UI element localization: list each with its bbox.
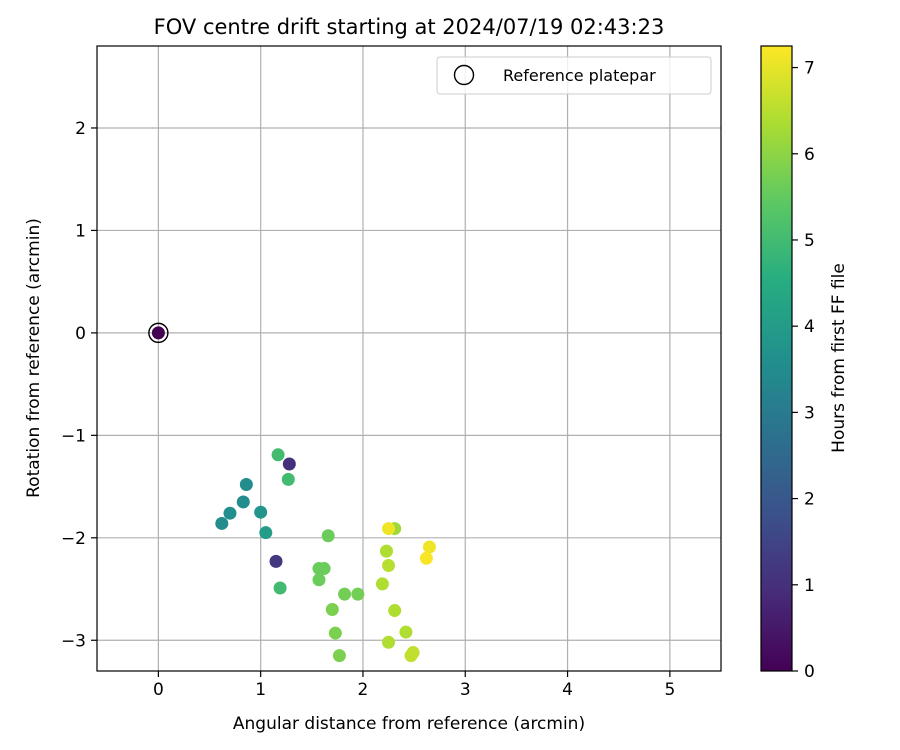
x-tick-label: 2 xyxy=(358,680,369,700)
data-point xyxy=(382,635,396,649)
data-point xyxy=(273,581,287,595)
data-point xyxy=(239,478,253,492)
axis-ticks: 0 1 2 3 4 5 −3 −2 −1 0 1 2 xyxy=(61,119,675,700)
x-tick-label: 4 xyxy=(562,680,573,700)
data-point xyxy=(351,587,365,601)
data-point xyxy=(151,326,165,340)
data-point xyxy=(321,529,335,543)
data-point xyxy=(271,448,285,462)
reference-platepar-marker xyxy=(148,322,169,344)
y-tick-label: 0 xyxy=(75,324,86,344)
data-point xyxy=(382,558,396,572)
colorbar-tick-label: 3 xyxy=(804,403,815,423)
colorbar-tick-label: 7 xyxy=(804,59,815,79)
legend-marker-reference xyxy=(453,64,475,86)
data-point xyxy=(379,544,393,558)
colorbar-tick-label: 4 xyxy=(804,317,815,337)
data-point xyxy=(236,495,250,509)
colorbar-label: Hours from first FF file xyxy=(829,263,849,453)
colorbar-ticks: 0 1 2 3 4 5 6 7 xyxy=(792,59,815,682)
data-point xyxy=(419,551,433,565)
data-point xyxy=(375,577,389,591)
data-points xyxy=(148,322,436,663)
colorbar-tick-label: 1 xyxy=(804,576,815,596)
data-point xyxy=(282,457,296,471)
colorbar-tick-label: 2 xyxy=(804,490,815,510)
y-axis-label: Rotation from reference (arcmin) xyxy=(24,218,44,498)
data-point xyxy=(259,526,273,540)
y-tick-label: 1 xyxy=(75,221,86,241)
y-tick-label: 2 xyxy=(75,119,86,139)
data-point xyxy=(254,505,268,519)
data-point xyxy=(281,472,295,486)
x-tick-label: 5 xyxy=(664,680,675,700)
legend: Reference platepar xyxy=(436,56,712,95)
data-point xyxy=(328,626,342,640)
colorbar-tick-label: 0 xyxy=(804,662,815,682)
data-point xyxy=(382,522,396,536)
colorbar-tick-label: 5 xyxy=(804,231,815,251)
y-tick-label: −1 xyxy=(61,426,86,446)
data-point xyxy=(332,649,346,663)
colorbar: 0 1 2 3 4 5 6 7 Hours from first FF file xyxy=(760,45,849,682)
data-point xyxy=(404,649,418,663)
colorbar-gradient xyxy=(760,45,793,672)
data-point xyxy=(215,516,229,530)
plot-frame xyxy=(96,45,722,672)
legend-box xyxy=(436,56,712,95)
x-tick-label: 1 xyxy=(255,680,266,700)
data-point xyxy=(223,506,237,520)
data-point xyxy=(317,562,331,576)
grid xyxy=(97,46,721,671)
data-point xyxy=(399,625,413,639)
x-axis-label: Angular distance from reference (arcmin) xyxy=(233,714,585,734)
data-point xyxy=(338,587,352,601)
data-point xyxy=(388,604,402,618)
colorbar-tick-label: 6 xyxy=(804,145,815,165)
y-tick-label: −2 xyxy=(61,529,86,549)
data-point xyxy=(422,540,436,554)
x-tick-label: 0 xyxy=(153,680,164,700)
data-point xyxy=(312,573,326,587)
chart-title: FOV centre drift starting at 2024/07/19 … xyxy=(154,15,665,39)
y-tick-label: −3 xyxy=(61,631,86,651)
legend-entry-reference: Reference platepar xyxy=(503,66,656,85)
x-tick-label: 3 xyxy=(460,680,471,700)
data-point xyxy=(325,603,339,617)
data-point xyxy=(269,554,283,568)
